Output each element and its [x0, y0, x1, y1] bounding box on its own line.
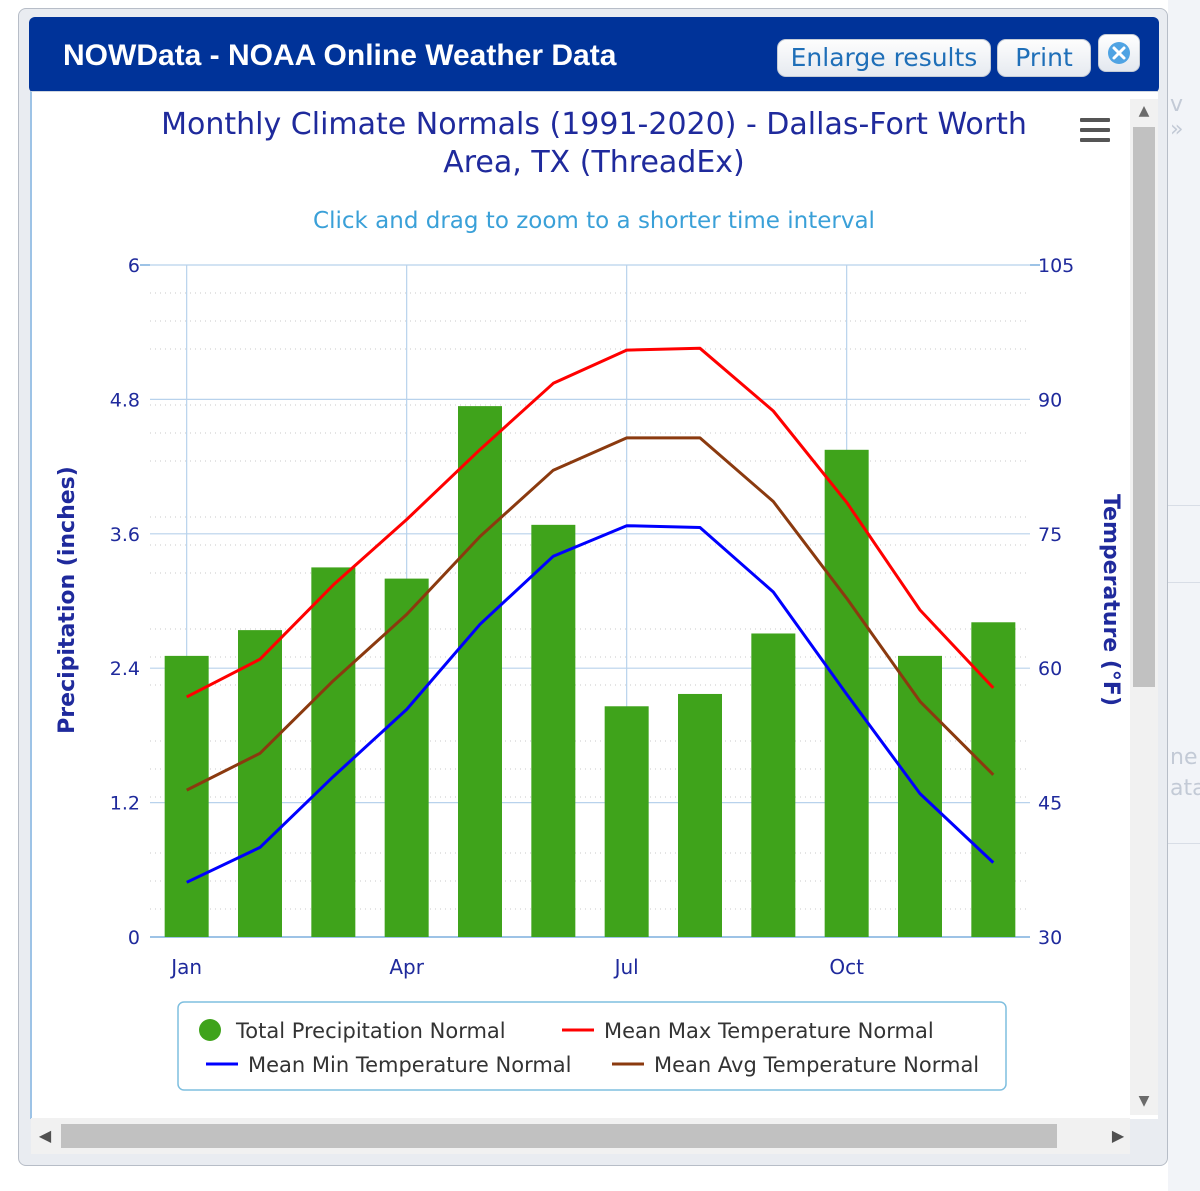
precipitation-bar — [384, 578, 429, 937]
y-left-tick-label: 6 — [128, 255, 140, 277]
y-right-axis-title: Temperature (°F) — [1098, 494, 1123, 706]
precipitation-bar — [898, 655, 942, 937]
y-right-tick-label: 75 — [1038, 524, 1062, 546]
chart-title-line: Area, TX (ThreadEx) — [443, 145, 745, 180]
horizontal-scrollbar[interactable]: ◀ ▶ — [31, 1118, 1130, 1154]
y-left-axis-title: Precipitation (inches) — [55, 466, 80, 734]
close-icon — [1108, 42, 1130, 64]
precipitation-bar — [604, 706, 649, 937]
precipitation-bar — [751, 633, 796, 937]
dialog-titlebar[interactable]: NOWData - NOAA Online Weather Data Enlar… — [29, 17, 1159, 93]
results-pane — [30, 91, 1158, 1119]
precipitation-bar — [311, 567, 356, 937]
scroll-left-icon[interactable]: ◀ — [38, 1126, 52, 1145]
scroll-down-icon[interactable]: ▼ — [1138, 1093, 1150, 1109]
y-right-tick-label: 90 — [1038, 389, 1062, 411]
legend-precipitation-marker — [199, 1019, 221, 1041]
max-temperature-line — [186, 346, 995, 699]
vertical-scroll-thumb[interactable] — [1133, 127, 1155, 687]
enlarge-results-button[interactable]: Enlarge results — [777, 39, 991, 77]
precipitation-bar — [238, 630, 282, 937]
horizontal-scroll-thumb[interactable] — [61, 1124, 1057, 1148]
y-left-tick-label: 0 — [128, 927, 140, 949]
legend-max-temperature-label: Mean Max Temperature Normal — [604, 1019, 934, 1043]
legend-box — [177, 1001, 1007, 1091]
precipitation-bar — [971, 622, 1016, 937]
x-tick-label: Jul — [613, 955, 639, 979]
y-left-tick-label: 1.2 — [110, 793, 140, 815]
scroll-up-icon[interactable]: ▲ — [1138, 103, 1150, 119]
legend-min-temperature-label: Mean Min Temperature Normal — [248, 1053, 572, 1077]
y-left-tick-label: 4.8 — [110, 389, 140, 411]
precipitation-bar — [678, 693, 722, 937]
y-right-tick-label: 105 — [1038, 255, 1074, 277]
legend-avg-temperature-label: Mean Avg Temperature Normal — [654, 1053, 979, 1077]
y-right-tick-label: 60 — [1038, 658, 1062, 680]
y-right-tick-label: 30 — [1038, 927, 1062, 949]
legend-precipitation-label: Total Precipitation Normal — [235, 1019, 506, 1043]
background-page-edge: v » ne ata — [1168, 0, 1200, 1191]
scroll-right-icon[interactable]: ▶ — [1111, 1126, 1125, 1145]
chart-subtitle: Click and drag to zoom to a shorter time… — [313, 208, 875, 234]
chart-title-line: Monthly Climate Normals (1991-2020) - Da… — [161, 107, 1027, 142]
min-temperature-line — [186, 524, 995, 884]
y-right-tick-label: 45 — [1038, 793, 1062, 815]
print-button[interactable]: Print — [997, 39, 1091, 77]
dialog-title: NOWData - NOAA Online Weather Data — [63, 39, 617, 72]
chart-menu-icon[interactable] — [1080, 118, 1110, 148]
x-tick-label: Oct — [829, 955, 864, 979]
avg-temperature-line — [186, 436, 995, 792]
close-button[interactable] — [1098, 34, 1140, 72]
precipitation-bar — [164, 655, 209, 937]
climate-normals-chart[interactable]: Monthly Climate Normals (1991-2020) - Da… — [30, 92, 1160, 1122]
y-left-tick-label: 3.6 — [110, 524, 140, 546]
precipitation-bar — [458, 406, 502, 937]
x-tick-label: Apr — [389, 955, 424, 979]
y-left-tick-label: 2.4 — [110, 658, 140, 680]
vertical-scrollbar[interactable]: ▲ ▼ — [1130, 99, 1158, 1115]
precipitation-bar — [531, 524, 576, 937]
x-tick-label: Jan — [169, 955, 202, 979]
nowdata-dialog: NOWData - NOAA Online Weather Data Enlar… — [18, 8, 1168, 1166]
